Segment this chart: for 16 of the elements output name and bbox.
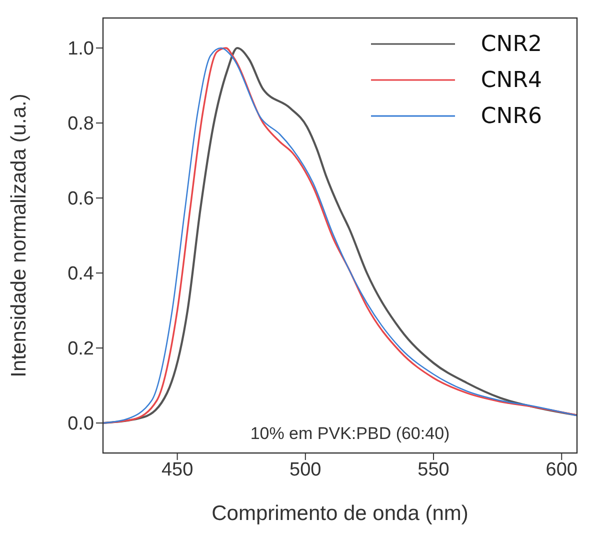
legend-label: CNR4 xyxy=(480,68,542,92)
x-tick-label: 450 xyxy=(161,459,194,480)
legend-label: CNR2 xyxy=(480,32,542,56)
x-axis-title: Comprimento de onda (nm) xyxy=(212,502,468,525)
x-tick-label: 550 xyxy=(418,459,450,480)
x-tick-label: 500 xyxy=(290,459,322,480)
y-tick-label: 1.0 xyxy=(68,38,94,60)
x-tick-label: 600 xyxy=(546,459,578,480)
y-tick-label: 0.2 xyxy=(68,338,94,360)
y-tick-label: 0.4 xyxy=(68,264,94,285)
y-tick-label: 0.0 xyxy=(68,414,94,435)
legend-label: CNR6 xyxy=(480,104,542,128)
y-tick-label: 0.6 xyxy=(68,188,94,210)
y-tick-label: 0.8 xyxy=(68,114,94,135)
y-axis-title: Intensidade normalizada (u.a.) xyxy=(7,94,30,378)
annotation: 10% em PVK:PBD (60:40) xyxy=(250,424,450,443)
